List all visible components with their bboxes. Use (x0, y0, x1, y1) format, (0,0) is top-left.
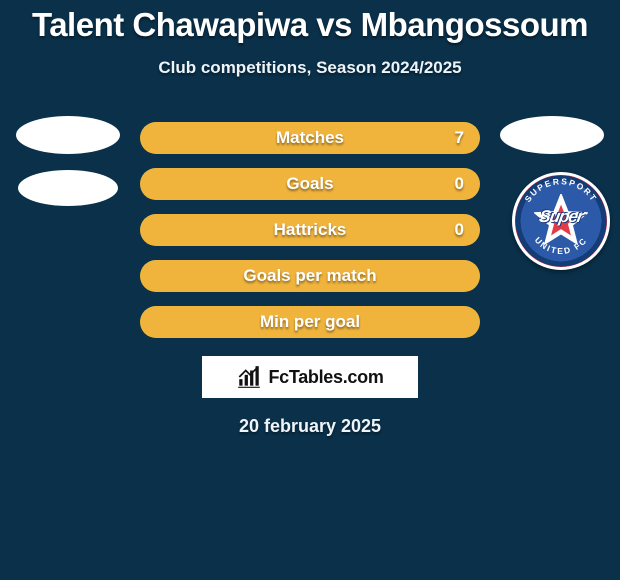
stat-label: Goals (140, 168, 480, 200)
club-badge-supersport: SUPERSPORT UNITED FC Super (512, 172, 610, 270)
stat-label: Goals per match (140, 260, 480, 292)
stat-value: 0 (455, 168, 464, 200)
stat-bars: Matches7Goals0Hattricks0Goals per matchM… (140, 122, 480, 338)
bar-chart-icon (236, 364, 262, 390)
player-left-club-placeholder (18, 170, 118, 206)
stat-value: 7 (455, 122, 464, 154)
stat-row: Goals0 (140, 168, 480, 200)
subtitle: Club competitions, Season 2024/2025 (0, 58, 620, 78)
stat-label: Hattricks (140, 214, 480, 246)
stat-row: Matches7 (140, 122, 480, 154)
stat-row: Hattricks0 (140, 214, 480, 246)
stat-row: Goals per match (140, 260, 480, 292)
stat-value: 0 (455, 214, 464, 246)
player-left-placeholder (8, 116, 128, 206)
footer-date: 20 february 2025 (0, 416, 620, 437)
player-right-placeholder (492, 116, 612, 154)
site-brand-badge: FcTables.com (202, 356, 418, 398)
stat-label: Min per goal (140, 306, 480, 338)
club-badge-center-text: Super (538, 207, 585, 227)
player-left-avatar-placeholder (16, 116, 120, 154)
site-brand-text: FcTables.com (268, 367, 383, 388)
club-badge-ring: SUPERSPORT UNITED FC Super (512, 172, 610, 270)
player-right-avatar-placeholder (500, 116, 604, 154)
stat-row: Min per goal (140, 306, 480, 338)
stat-label: Matches (140, 122, 480, 154)
page-title: Talent Chawapiwa vs Mbangossoum (0, 0, 620, 44)
